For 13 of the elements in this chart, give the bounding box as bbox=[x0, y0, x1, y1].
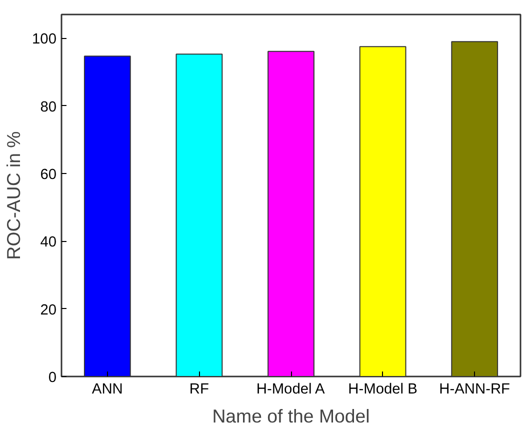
x-tick-label: RF bbox=[189, 382, 210, 398]
y-tick-label: 20 bbox=[40, 302, 57, 318]
x-tick-label: H-Model A bbox=[256, 382, 326, 398]
x-axis-title: Name of the Model bbox=[212, 406, 370, 426]
x-tick-label: H-ANN-RF bbox=[439, 382, 510, 398]
y-tick-label: 40 bbox=[40, 234, 57, 251]
y-tick-label: 60 bbox=[40, 167, 57, 184]
y-tick-label: 100 bbox=[32, 32, 57, 48]
x-tick-label: H-Model B bbox=[348, 382, 418, 398]
y-tick-label: 0 bbox=[48, 370, 57, 386]
x-tick-label: ANN bbox=[92, 382, 123, 398]
y-axis-title: ROC-AUC in % bbox=[3, 131, 24, 260]
y-tick-label: 80 bbox=[40, 99, 57, 116]
